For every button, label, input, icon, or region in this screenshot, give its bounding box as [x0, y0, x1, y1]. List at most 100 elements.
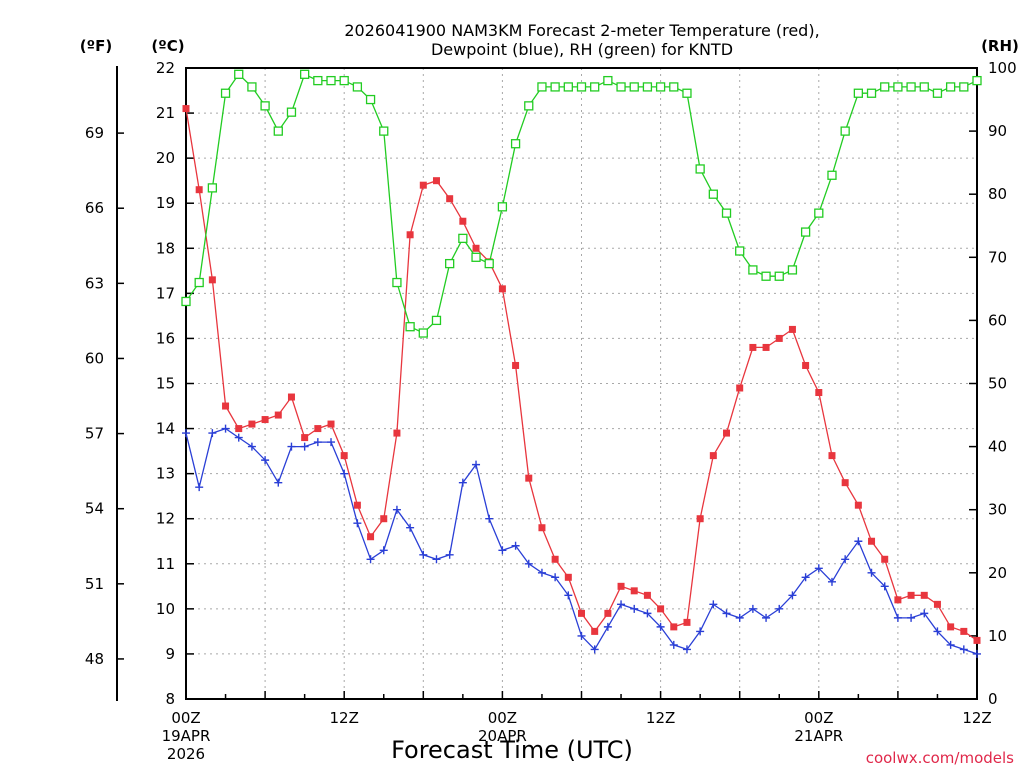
temperature-point — [696, 515, 704, 523]
rh-tick-label: 20 — [988, 564, 1007, 582]
celsius-tick-label: 9 — [165, 645, 175, 663]
temperature-point — [512, 361, 520, 369]
temperature-point — [854, 501, 862, 509]
rh-tick-label: 80 — [988, 185, 1007, 203]
dewpoint-point — [472, 460, 481, 469]
credit-link[interactable]: coolwx.com/models — [866, 749, 1014, 767]
rh-point — [708, 189, 718, 199]
temperature-point — [380, 515, 388, 523]
dewpoint-point — [973, 649, 981, 658]
temperature-point — [314, 425, 322, 433]
x-tick-label: 12Z — [962, 709, 991, 727]
dewpoint-point — [392, 505, 401, 514]
rh-point — [194, 277, 204, 288]
temperature-point — [617, 582, 625, 590]
dewpoint-point — [603, 622, 612, 631]
celsius-tick-label: 21 — [156, 104, 175, 122]
dewpoint-point — [432, 555, 441, 564]
temperature-point — [248, 420, 256, 428]
rh-point — [603, 75, 613, 86]
rh-point — [735, 246, 745, 256]
rh-point — [392, 277, 402, 288]
rh-point — [721, 208, 732, 218]
rh-point — [497, 202, 508, 212]
x-tick-label: 00Z — [171, 709, 200, 727]
dewpoint-point — [458, 478, 467, 487]
rh-point — [418, 328, 428, 338]
rh-point — [932, 88, 943, 98]
temperature-point — [274, 411, 282, 419]
data-series — [181, 69, 982, 658]
x-axis-title: Forecast Time (UTC) — [391, 736, 633, 764]
temperature-point — [920, 591, 928, 599]
dewpoint-point — [669, 640, 678, 649]
rh-point — [919, 82, 929, 92]
x-tick-label: 12Z — [330, 709, 359, 727]
temperature-point — [815, 389, 823, 397]
temperature-point — [564, 573, 572, 581]
rh-tick-label: 10 — [988, 627, 1007, 645]
x-tick-date: 20APR — [478, 727, 527, 745]
temperature-point — [749, 343, 757, 351]
temperature-point — [498, 285, 506, 293]
dewpoint-point — [893, 613, 902, 622]
celsius-tick-label: 17 — [156, 284, 175, 302]
dewpoint-point — [577, 631, 586, 640]
dewpoint-point — [959, 645, 968, 654]
rh-point — [563, 82, 573, 92]
celsius-tick-label: 20 — [156, 149, 175, 167]
rh-point — [273, 126, 283, 136]
rh-point — [510, 139, 521, 149]
rh-tick-label: 90 — [988, 122, 1007, 140]
dewpoint-point — [907, 613, 916, 622]
celsius-axis-title: (ºC) — [151, 37, 184, 55]
rh-point — [616, 82, 626, 92]
dewpoint-point — [247, 442, 256, 451]
rh-point — [972, 75, 982, 86]
rh-point — [326, 75, 336, 86]
dewpoint-point — [801, 573, 810, 582]
chart-subtitle: Dewpoint (blue), RH (green) for KNTD — [431, 40, 733, 59]
rh-point — [524, 101, 534, 111]
dewpoint-point — [643, 609, 652, 618]
rh-point — [365, 94, 376, 105]
rh-tick-label: 60 — [988, 311, 1007, 329]
dewpoint-point — [366, 555, 375, 564]
fahrenheit-tick-label: 69 — [85, 124, 104, 142]
temperature-point — [762, 343, 770, 351]
dewpoint-point — [656, 622, 665, 631]
dewpoint-point — [748, 604, 757, 613]
rh-point — [642, 82, 653, 92]
rh-point — [207, 183, 218, 193]
dewpoint-point — [221, 424, 230, 433]
dewpoint-point — [182, 429, 190, 438]
temperature-point — [406, 231, 414, 239]
celsius-tick-label: 22 — [156, 59, 175, 77]
fahrenheit-tick-label: 63 — [85, 274, 104, 292]
rh-point — [866, 88, 877, 98]
rh-point — [339, 75, 349, 86]
rh-point — [840, 126, 850, 136]
dewpoint-point — [485, 514, 494, 523]
rh-point — [431, 315, 442, 326]
rh-point — [220, 88, 231, 98]
temperature-point — [657, 605, 665, 613]
dewpoint-point — [762, 613, 771, 622]
temperature-point — [960, 627, 968, 635]
rh-tick-label: 30 — [988, 501, 1007, 519]
fahrenheit-tick-label: 54 — [85, 500, 104, 518]
temperature-point — [208, 276, 216, 284]
dewpoint-point — [274, 478, 283, 487]
fahrenheit-tick-label: 48 — [85, 650, 104, 668]
temperature-point — [551, 555, 559, 563]
dewpoint-point — [946, 640, 955, 649]
dewpoint-point — [617, 600, 626, 609]
temperature-point — [538, 524, 546, 532]
rh-point — [827, 170, 837, 180]
temperature-point — [301, 434, 309, 442]
dewpoint-point — [814, 564, 823, 573]
temperature-point — [195, 186, 203, 194]
dewpoint-point — [445, 550, 454, 559]
celsius-tick-label: 15 — [156, 375, 175, 393]
